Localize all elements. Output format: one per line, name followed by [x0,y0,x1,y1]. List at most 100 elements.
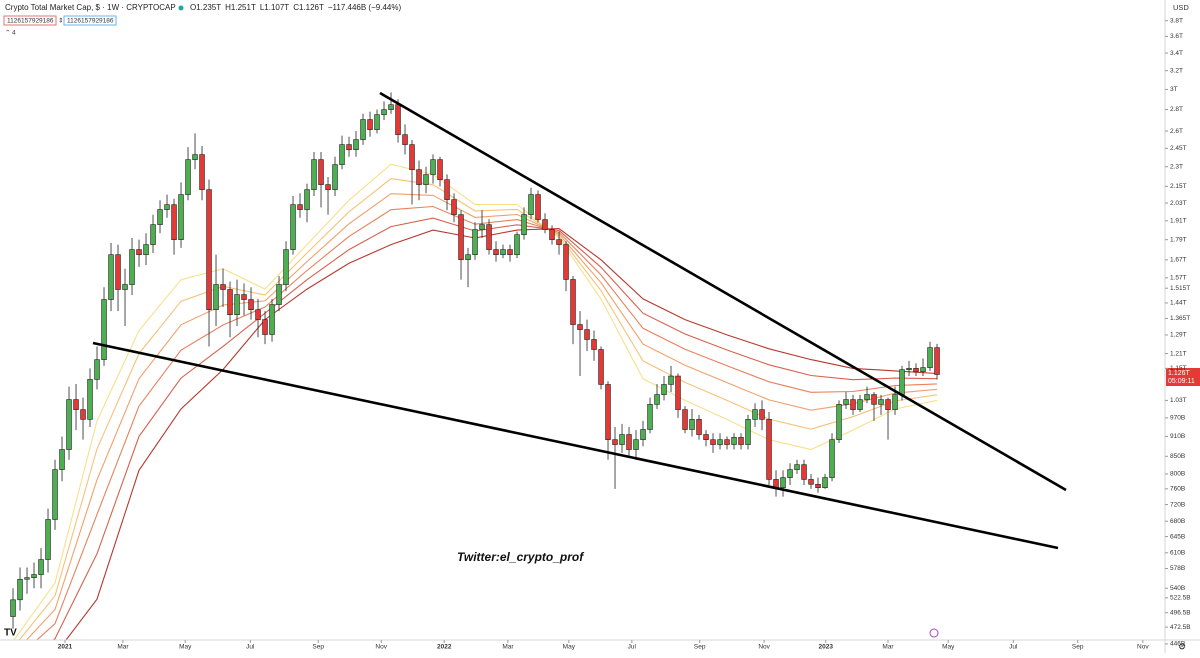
ohlc-field: O1.235T [190,3,221,12]
candle [45,508,51,573]
candle [717,433,723,450]
candle-body [892,394,898,410]
candle-body [486,224,492,250]
candle-body [794,464,800,470]
candle-body [493,249,499,255]
x-tick-label: 2022 [437,644,452,651]
candle-body [437,159,443,180]
candle [836,400,842,443]
candle [444,174,450,211]
y-tick-label: 680B [1170,518,1185,525]
candle [199,145,205,201]
input-arrow: ⇕ [58,17,63,25]
logo: TV [4,628,17,639]
candle-body [325,184,331,190]
candle-body [94,359,100,380]
candle-body [850,399,856,410]
candle [290,195,296,255]
candle [122,268,128,327]
x-tick-label: Jul [246,644,255,651]
candle [178,182,184,248]
candle [619,423,625,453]
price-badge-label: 1.126T [1168,370,1191,377]
x-tick-label: Jul [628,644,637,651]
candle [570,275,576,345]
candle [388,92,394,114]
y-tick-label: 970B [1170,415,1185,422]
candle-body [164,204,170,210]
y-tick-label: 2.15T [1170,183,1187,190]
candle [38,548,44,589]
price-badge [1166,368,1200,386]
collapse-toggle[interactable]: ⌃ [5,29,10,37]
candle [640,420,646,447]
candle-body [283,249,289,285]
ribbon-line [18,178,938,640]
candle-body [199,154,205,190]
candle-body [220,284,226,290]
y-tick-label: 3.4T [1170,50,1183,57]
input-box[interactable] [3,15,57,26]
candle-body [31,574,37,578]
candle [843,392,849,410]
candle [829,433,835,482]
candle [374,109,380,134]
x-tick-label: Nov [375,644,387,651]
candle [31,562,37,589]
y-tick-label: 540B [1170,585,1185,592]
candle [206,179,212,347]
y-tick-label: 3.8T [1170,17,1183,24]
candle [794,459,800,474]
y-tick-label: 522.5B [1170,595,1191,602]
candle-body [38,559,44,575]
candle [213,254,219,327]
candle-body [752,409,758,420]
y-tick-label: 1.91T [1170,217,1187,224]
candle [577,311,583,377]
candle [171,198,177,255]
candle-body [913,368,919,372]
candle-body [507,249,513,255]
candle-body [52,469,58,520]
candle [157,200,163,234]
candle-body [423,174,429,185]
candle [780,470,786,497]
candle [248,287,254,320]
candle-body [262,319,268,335]
y-tick-label: 1.57T [1170,275,1187,282]
watermark: Twitter:el_crypto_prof [457,550,584,564]
candle-body [780,477,786,488]
candle [815,477,821,493]
candle [563,241,569,292]
candle [283,241,289,292]
candle [927,341,933,371]
x-tick-label: Nov [758,644,770,651]
candle-body [24,577,30,580]
candle [822,473,828,489]
y-tick-label: 850B [1170,453,1185,460]
x-tick-label: 2021 [58,644,73,651]
candle-body [731,437,737,445]
y-tick-label: 720B [1170,501,1185,508]
candle [920,358,926,377]
candle-body [451,199,457,215]
y-tick-label: 760B [1170,486,1185,493]
candle-body [808,479,814,485]
candle-body [276,284,282,305]
candle-body [80,409,86,420]
candle [339,135,345,170]
y-tick-label: 446B [1170,641,1185,648]
candle [255,298,261,338]
event-marker[interactable] [929,628,939,638]
settings-icon[interactable]: ⚙ [1178,641,1186,651]
candle-body [185,159,191,195]
ohlc-field: −117.446B (−9.44%) [328,3,402,12]
candle [745,414,751,450]
input-box[interactable] [63,15,117,26]
candle-body [311,159,317,190]
candle-body [563,244,569,280]
y-tick-label: 2.3T [1170,163,1183,170]
candle-body [213,284,219,310]
y-tick-label: 3.6T [1170,33,1183,40]
x-tick-label: Sep [694,644,706,651]
